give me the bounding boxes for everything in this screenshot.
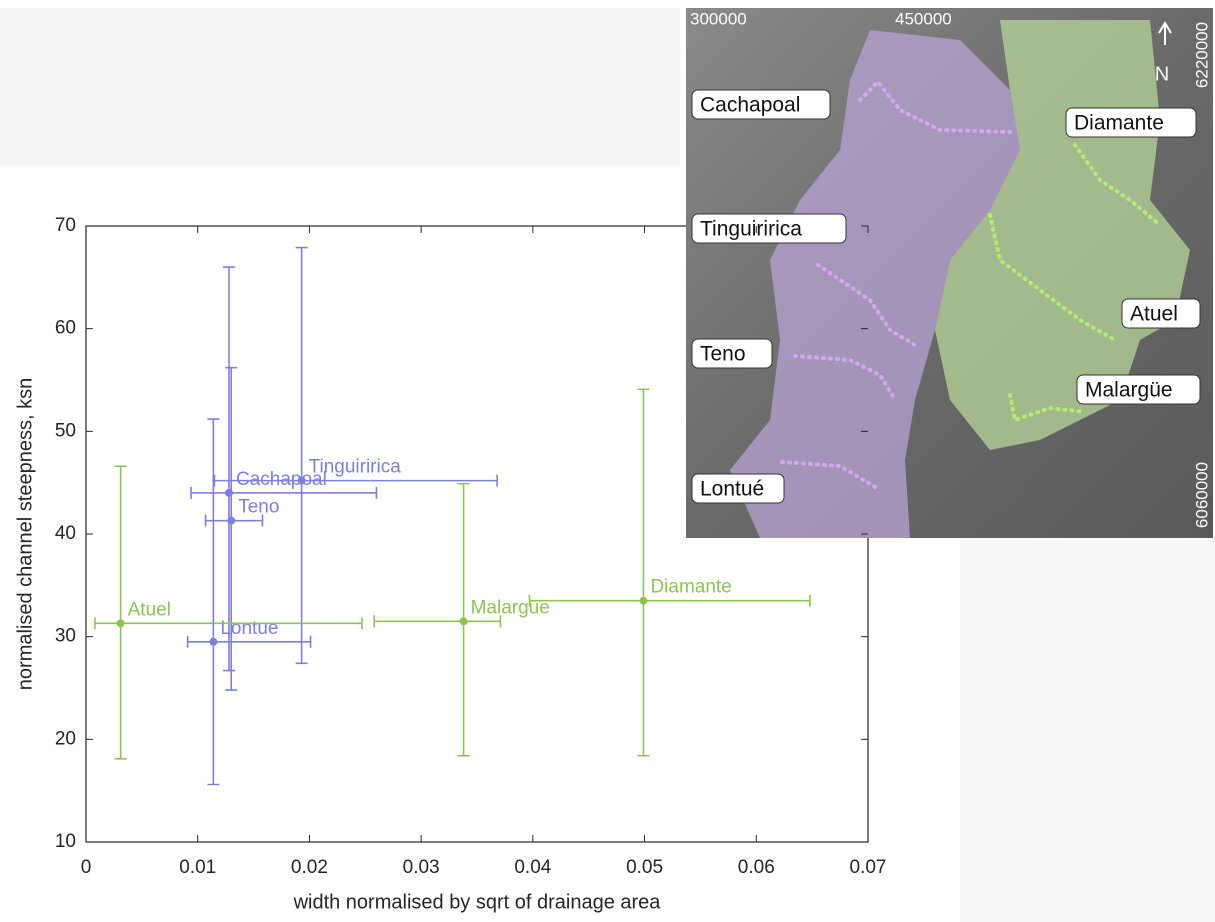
x-tick-label: 0 [81, 857, 92, 878]
x-tick-label: 0.02 [291, 857, 328, 878]
north-label: N [1155, 63, 1169, 85]
point-label: Lontue [220, 618, 278, 639]
map-coordinate: 450000 [895, 9, 952, 28]
point-label: Atuel [128, 599, 171, 620]
background-panel [0, 8, 680, 166]
point [298, 477, 306, 485]
map-inset: 300000 450000 6220000 6060000 N Cachapoal Diam… [686, 8, 1213, 538]
y-tick-label: 70 [55, 215, 76, 236]
x-tick-label: 0.04 [514, 857, 551, 878]
y-tick-label: 30 [55, 626, 76, 647]
point [460, 617, 468, 625]
map-label: Teno [700, 343, 746, 366]
y-axis-label: normalised channel steepness, ksn [14, 378, 36, 690]
y-tick-label: 20 [55, 728, 76, 749]
y-tick-label: 60 [55, 318, 76, 339]
map-label: Tinguiririca [700, 218, 802, 241]
x-tick-label: 0.07 [850, 857, 887, 878]
y-tick-label: 40 [55, 523, 76, 544]
x-tick-label: 0.05 [626, 857, 663, 878]
point-label: Tinguiririca [309, 457, 402, 478]
map-coordinate: 6060000 [1192, 462, 1211, 528]
point-label: Teno [238, 497, 279, 518]
y-tick-label: 50 [55, 420, 76, 441]
x-tick-label: 0.06 [738, 857, 775, 878]
map-label: Cachapoal [700, 94, 800, 117]
page: width normalised by sqrt of drainage are… [0, 0, 1215, 922]
point [639, 597, 647, 605]
background-panel [960, 540, 1215, 922]
point [209, 638, 217, 646]
map-coordinate: 6220000 [1192, 22, 1211, 88]
point-label: Diamante [650, 577, 731, 598]
map-label: Atuel [1130, 303, 1178, 326]
map-coordinate: 300000 [690, 9, 747, 28]
map-label: Malargüe [1085, 379, 1173, 402]
y-tick-label: 10 [55, 831, 76, 852]
point [117, 619, 125, 627]
x-axis-label: width normalised by sqrt of drainage are… [293, 891, 662, 913]
map-label: Diamante [1074, 112, 1164, 135]
map-label: Lontué [700, 478, 764, 501]
x-tick-label: 0.01 [179, 857, 216, 878]
x-tick-label: 0.03 [403, 857, 440, 878]
point [227, 517, 235, 525]
